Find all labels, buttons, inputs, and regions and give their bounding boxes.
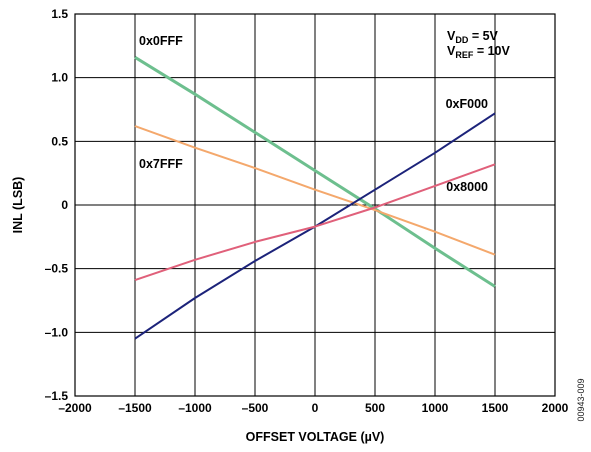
x-tick-label: –2000: [58, 401, 92, 415]
series-line-0x8000: [134, 163, 496, 282]
condition-vdd: VDD = 5V: [447, 29, 499, 45]
y-tick-label: –1.5: [45, 389, 69, 403]
figure-id: 00943-009: [576, 378, 586, 421]
x-tick-label: 500: [365, 401, 385, 415]
x-tick-label: –500: [242, 401, 269, 415]
y-tick-label: –0.5: [45, 262, 69, 276]
x-tick-label: 1500: [482, 401, 509, 415]
x-tick-label: –1500: [118, 401, 152, 415]
series-line-0x0fff: [134, 56, 496, 288]
plot-frame: [74, 13, 556, 397]
series-label-0x7fff: 0x7FFF: [139, 157, 183, 171]
y-tick-label: 0: [61, 198, 68, 212]
series-labels: 0x0FFF 0x7FFF 0xF000 0x8000: [139, 34, 488, 194]
x-tick-label: –1000: [178, 401, 212, 415]
y-tick-label: 1.5: [51, 7, 68, 21]
x-tick-label: 2000: [542, 401, 569, 415]
y-tick-label: 0.5: [51, 134, 68, 148]
series-label-0x0fff: 0x0FFF: [139, 34, 183, 48]
y-axis-title: INL (LSB): [11, 177, 25, 234]
x-tick-label: 0: [312, 401, 319, 415]
x-tick-label: 1000: [422, 401, 449, 415]
series-label-0xf000: 0xF000: [446, 97, 488, 111]
grid-lines: [75, 14, 555, 396]
series-line-0x7fff: [134, 125, 496, 256]
test-conditions: VDD = 5V VREF = 10V: [447, 29, 510, 60]
series-label-0x8000: 0x8000: [446, 180, 488, 194]
y-tick-label: –1.0: [45, 325, 69, 339]
tick-labels: –2000 –1500 –1000 –500 0 500 1000 1500 2000 –1.5 –…: [45, 7, 569, 415]
y-tick-label: 1.0: [51, 71, 68, 85]
x-axis-title: OFFSET VOLTAGE (µV): [246, 430, 385, 444]
series-lines: [134, 56, 496, 340]
condition-vref: VREF = 10V: [447, 44, 510, 60]
